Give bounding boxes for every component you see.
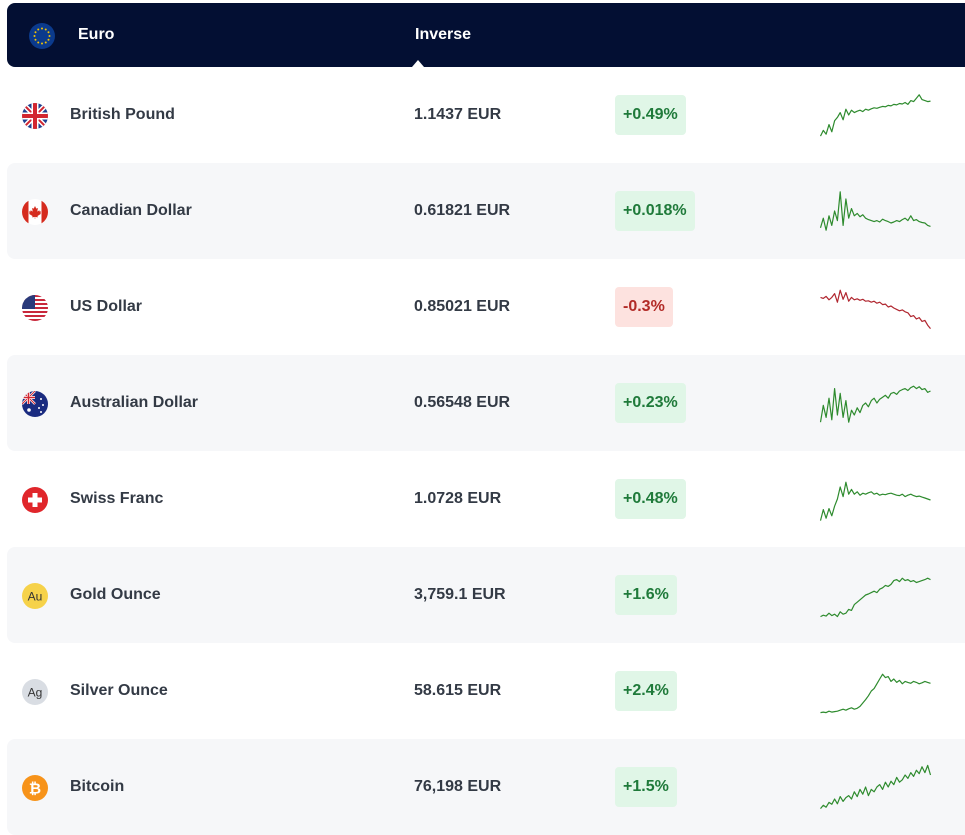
uk-flag-icon [22,103,48,129]
exchange-rate: 3,759.1 EUR [414,586,506,603]
exchange-rate: 1.1437 EUR [414,106,502,123]
currency-name[interactable]: US Dollar [70,298,143,315]
change-badge: +1.6% [615,575,677,615]
exchange-rate: 1.0728 EUR [414,490,502,507]
change-badge: +2.4% [615,671,677,711]
sparkline-trend-line [820,289,931,329]
sparkline-trend-line [819,94,931,137]
sparkline-trend-line [820,577,931,618]
currency-name[interactable]: Silver Ounce [70,682,168,699]
swiss-flag-icon [22,487,48,513]
sparkline-chart [820,673,931,714]
sparkline-trend-line [819,385,931,423]
canada-flag-icon [22,199,48,225]
svg-text:Ag: Ag [28,686,43,700]
australia-flag-icon [22,391,48,417]
us-flag-icon [22,295,48,321]
sparkline-chart [819,94,931,137]
exchange-rate: 76,198 EUR [414,778,502,795]
change-badge: +0.018% [615,191,695,231]
table-header: Euro Inverse [7,3,965,67]
sparkline-chart [819,481,931,521]
gold-au-icon: Au [22,583,48,609]
table-row[interactable]: ₿ Bitcoin 76,198 EUR +1.5% [7,739,965,835]
sparkline-trend-line [820,673,931,714]
currency-name[interactable]: Australian Dollar [70,394,199,411]
sparkline-chart [819,191,931,231]
exchange-rate: 0.56548 EUR [414,394,511,411]
change-badge: +0.48% [615,479,686,519]
currency-name[interactable]: Swiss Franc [70,490,164,507]
table-row[interactable]: Au Gold Ounce 3,759.1 EUR +1.6% [7,547,965,643]
table-row[interactable]: US Dollar 0.85021 EUR -0.3% [7,259,965,355]
eu-flag-icon [29,23,55,49]
sparkline-chart [819,385,931,423]
currency-name[interactable]: Bitcoin [70,778,125,795]
table-row[interactable]: Swiss Franc 1.0728 EUR +0.48% [7,451,965,547]
change-badge: +0.49% [615,95,686,135]
sparkline-chart [820,289,931,329]
inverse-column-header[interactable]: Inverse [415,26,472,43]
exchange-rate: 0.61821 EUR [414,202,511,219]
svg-text:Au: Au [28,590,43,604]
change-badge: -0.3% [615,287,673,327]
sparkline-trend-line [819,481,931,521]
sparkline-chart [820,764,932,809]
table-row[interactable]: Canadian Dollar 0.61821 EUR +0.018% [7,163,965,259]
sparkline-trend-line [820,764,932,809]
currency-name[interactable]: Gold Ounce [70,586,161,603]
table-row[interactable]: Australian Dollar 0.56548 EUR +0.23% [7,355,965,451]
sparkline-chart [820,577,931,618]
currency-name[interactable]: Canadian Dollar [70,202,192,219]
change-badge: +0.23% [615,383,686,423]
silver-ag-icon: Ag [22,679,48,705]
sort-caret-icon [412,60,424,67]
base-currency-label[interactable]: Euro [78,26,115,43]
svg-text:₿: ₿ [29,780,41,798]
table-row[interactable]: British Pound 1.1437 EUR +0.49% [7,67,965,163]
currency-name[interactable]: British Pound [70,106,175,123]
table-row[interactable]: Ag Silver Ounce 58.615 EUR +2.4% [7,643,965,739]
sparkline-trend-line [819,191,931,231]
exchange-rate: 58.615 EUR [414,682,502,699]
change-badge: +1.5% [615,767,677,807]
exchange-rate: 0.85021 EUR [414,298,511,315]
bitcoin-icon: ₿ [22,775,48,801]
